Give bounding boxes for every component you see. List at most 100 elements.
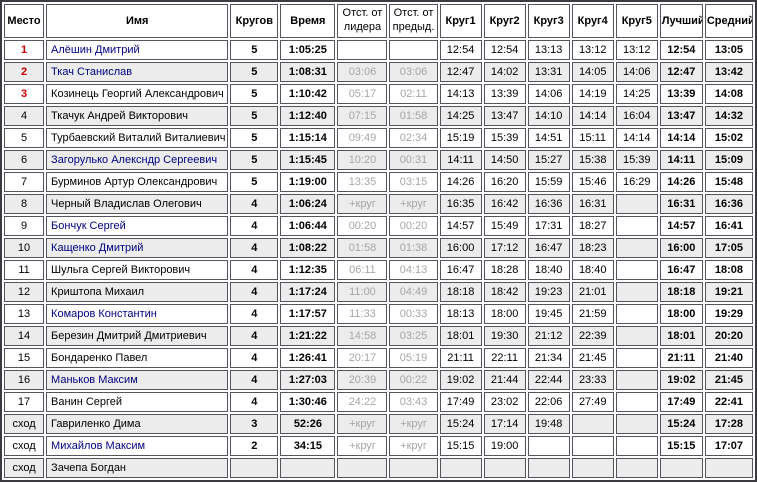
cell-lap4: 23:33 <box>571 369 614 390</box>
cell-gap-leader: +круг <box>337 193 388 214</box>
cell-lap4 <box>571 413 614 434</box>
cell-gap-prev <box>389 457 438 478</box>
cell-best: 16:31 <box>659 193 703 214</box>
column-header-best: Лучший <box>659 4 703 38</box>
cell-gap-prev: 04:13 <box>389 259 438 280</box>
cell-lap2: 14:50 <box>483 149 526 170</box>
cell-average: 13:05 <box>704 39 753 60</box>
cell-laps: 5 <box>230 105 279 126</box>
cell-average: 13:42 <box>704 61 753 82</box>
cell-name: Турбаевский Виталий Виталиевич <box>46 127 229 148</box>
cell-lap2: 15:49 <box>483 215 526 236</box>
cell-lap2: 16:20 <box>483 171 526 192</box>
cell-name: Бурминов Артур Олександрович <box>46 171 229 192</box>
cell-name[interactable]: Бончук Сергей <box>46 215 229 236</box>
cell-place: сход <box>4 457 45 478</box>
cell-lap1: 18:01 <box>439 325 482 346</box>
cell-time: 1:15:14 <box>280 127 336 148</box>
cell-lap5 <box>615 237 658 258</box>
cell-gap-prev: +круг <box>389 435 438 456</box>
cell-lap3: 18:40 <box>527 259 570 280</box>
cell-name[interactable]: Ткач Станислав <box>46 61 229 82</box>
cell-lap1: 15:24 <box>439 413 482 434</box>
cell-lap5 <box>615 369 658 390</box>
cell-place: 11 <box>4 259 45 280</box>
cell-lap2: 19:00 <box>483 435 526 456</box>
cell-lap5 <box>615 215 658 236</box>
cell-lap1: 12:47 <box>439 61 482 82</box>
cell-gap-prev: 03:43 <box>389 391 438 412</box>
cell-gap-prev: +круг <box>389 413 438 434</box>
cell-laps: 4 <box>230 325 279 346</box>
cell-lap2: 14:02 <box>483 61 526 82</box>
cell-laps: 5 <box>230 39 279 60</box>
cell-lap1: 19:02 <box>439 369 482 390</box>
cell-lap3: 15:27 <box>527 149 570 170</box>
table-row: сход Зачепа Богдан <box>4 457 753 478</box>
cell-lap4: 21:45 <box>571 347 614 368</box>
cell-place: 3 <box>4 83 45 104</box>
column-header-place: Место <box>4 4 45 38</box>
column-header-gap_prev: Отст. от предыд. <box>389 4 438 38</box>
cell-best: 14:26 <box>659 171 703 192</box>
table-row: 1 Алёшин Дмитрий 5 1:05:25 12:54 12:54 13:13 13… <box>4 39 753 60</box>
cell-laps: 2 <box>230 435 279 456</box>
cell-name[interactable]: Маньков Максим <box>46 369 229 390</box>
cell-name[interactable]: Алёшин Дмитрий <box>46 39 229 60</box>
cell-best: 15:15 <box>659 435 703 456</box>
cell-time: 34:15 <box>280 435 336 456</box>
cell-lap2: 22:11 <box>483 347 526 368</box>
table-row: 8 Черный Владислав Олегович 4 1:06:24 +круг +… <box>4 193 753 214</box>
cell-laps: 5 <box>230 83 279 104</box>
header-row: Место Имя Кругов Время Отст. от лидера Отст. … <box>4 4 753 38</box>
cell-time: 1:27:03 <box>280 369 336 390</box>
table-row: сход Гавриленко Дима 3 52:26 +круг +круг 15:24… <box>4 413 753 434</box>
cell-time: 1:17:57 <box>280 303 336 324</box>
cell-lap2: 17:14 <box>483 413 526 434</box>
table-row: 6 Загорулько Алексндр Сергеевич 5 1:15:45 10… <box>4 149 753 170</box>
cell-best: 12:47 <box>659 61 703 82</box>
cell-lap3: 14:06 <box>527 83 570 104</box>
cell-gap-leader: 20:39 <box>337 369 388 390</box>
cell-name[interactable]: Комаров Константин <box>46 303 229 324</box>
cell-lap3: 14:10 <box>527 105 570 126</box>
cell-laps: 4 <box>230 237 279 258</box>
cell-lap5 <box>615 325 658 346</box>
table-row: 17 Ванин Сергей 4 1:30:46 24:22 03:43 17:49 23:… <box>4 391 753 412</box>
cell-place: 8 <box>4 193 45 214</box>
column-header-lap1: Круг1 <box>439 4 482 38</box>
table-row: 14 Березин Дмитрий Дмитриевич 4 1:21:22 14:5… <box>4 325 753 346</box>
cell-name[interactable]: Кащенко Дмитрий <box>46 237 229 258</box>
cell-place: 2 <box>4 61 45 82</box>
cell-lap4: 18:27 <box>571 215 614 236</box>
cell-lap1: 16:00 <box>439 237 482 258</box>
cell-laps: 4 <box>230 215 279 236</box>
cell-lap1: 15:15 <box>439 435 482 456</box>
cell-place: 6 <box>4 149 45 170</box>
cell-lap3: 16:36 <box>527 193 570 214</box>
cell-lap5 <box>615 193 658 214</box>
table-row: 4 Ткачук Андрей Викторович 5 1:12:40 07:15 01… <box>4 105 753 126</box>
cell-gap-prev: +круг <box>389 193 438 214</box>
results-tbody: 1 Алёшин Дмитрий 5 1:05:25 12:54 12:54 13:13 13… <box>4 39 753 478</box>
column-header-time: Время <box>280 4 336 38</box>
cell-lap2: 21:44 <box>483 369 526 390</box>
cell-lap1: 18:18 <box>439 281 482 302</box>
cell-lap1: 18:13 <box>439 303 482 324</box>
cell-laps <box>230 457 279 478</box>
table-row: 10 Кащенко Дмитрий 4 1:08:22 01:58 01:38 16:00… <box>4 237 753 258</box>
cell-time: 1:10:42 <box>280 83 336 104</box>
cell-lap2: 18:28 <box>483 259 526 280</box>
cell-best: 19:02 <box>659 369 703 390</box>
cell-lap2: 18:00 <box>483 303 526 324</box>
cell-time: 1:19:00 <box>280 171 336 192</box>
column-header-lap2: Круг2 <box>483 4 526 38</box>
cell-best: 21:11 <box>659 347 703 368</box>
cell-average: 17:28 <box>704 413 753 434</box>
cell-name[interactable]: Михайлов Максим <box>46 435 229 456</box>
cell-time: 1:12:35 <box>280 259 336 280</box>
cell-name[interactable]: Загорулько Алексндр Сергеевич <box>46 149 229 170</box>
cell-best: 14:11 <box>659 149 703 170</box>
cell-lap5: 16:04 <box>615 105 658 126</box>
